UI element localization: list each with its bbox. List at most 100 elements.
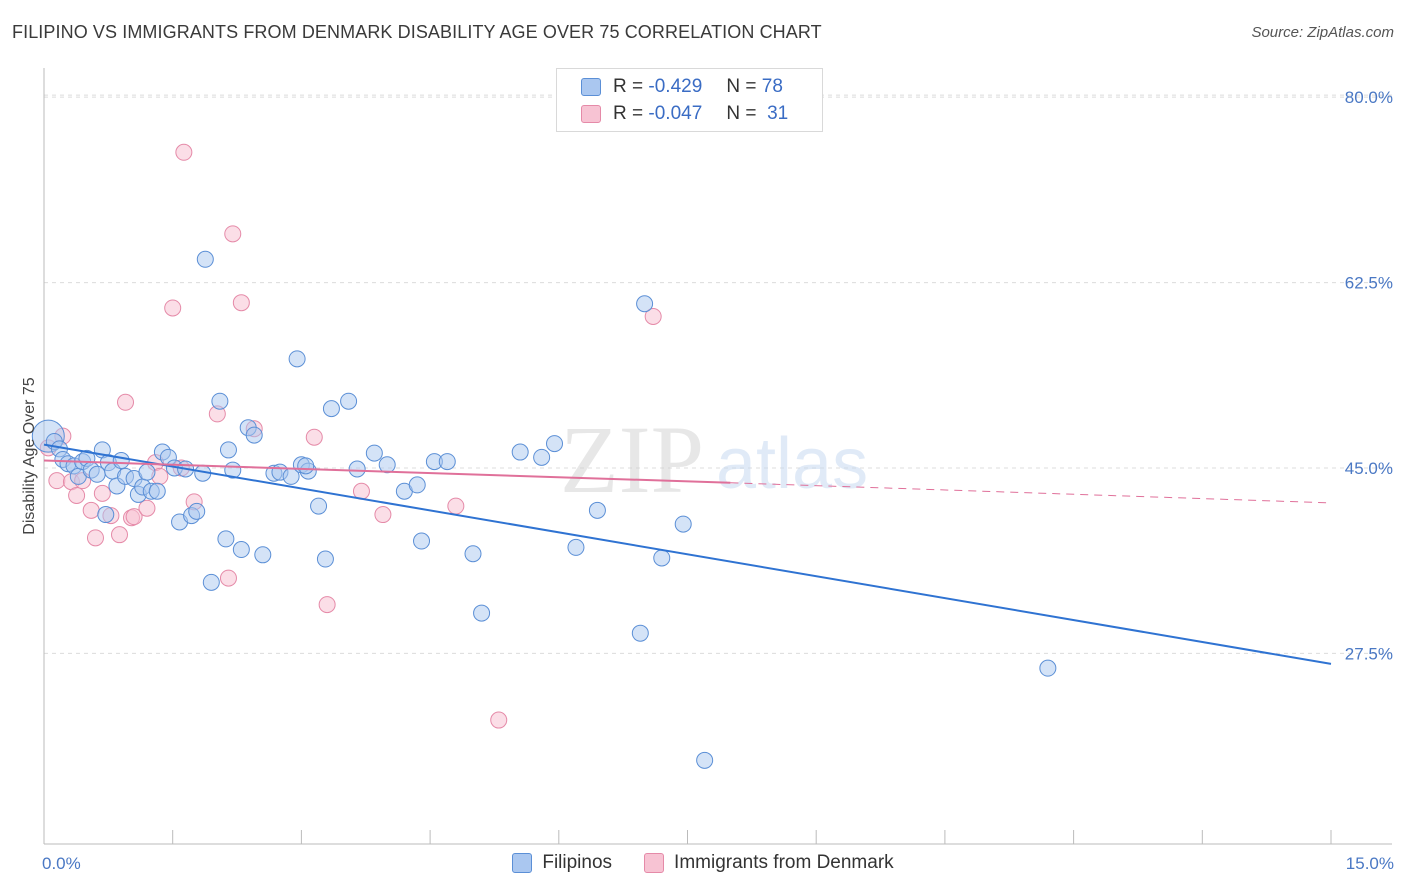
- r-value: -0.047: [648, 103, 703, 124]
- denmark-point: [318, 596, 336, 614]
- filipinos-point: [674, 515, 692, 533]
- filipinos-point: [211, 392, 229, 410]
- denmark-point: [117, 393, 135, 411]
- denmark-point: [82, 501, 100, 519]
- denmark-point: [305, 428, 323, 446]
- denmark-legend-swatch: [644, 853, 665, 873]
- filipinos-point: [316, 550, 334, 568]
- filipinos-point: [138, 463, 156, 481]
- denmark-point: [232, 294, 250, 312]
- denmark-point: [374, 506, 392, 524]
- filipinos-point: [631, 624, 649, 642]
- filipinos-point: [196, 250, 214, 268]
- filipinos-legend-swatch: [512, 853, 533, 873]
- legend-row-filipinos: R = -0.429 N = 78: [581, 75, 783, 99]
- filipinos-point: [322, 400, 340, 418]
- filipinos-swatch: [581, 78, 601, 96]
- denmark-point: [111, 526, 129, 544]
- y-tick-label: 45.0%: [1345, 459, 1393, 478]
- legend-item-denmark[interactable]: Immigrants from Denmark: [644, 852, 894, 874]
- denmark-trend-line: [43, 459, 731, 484]
- filipinos-point: [217, 530, 235, 548]
- filipinos-point: [297, 457, 315, 475]
- filipinos-point: [97, 506, 115, 524]
- grid-lines: [44, 94, 1392, 654]
- y-axis-label: Disability Age Over 75: [21, 377, 38, 535]
- r-value: -0.429: [648, 76, 703, 97]
- watermark-zip: ZIP: [560, 406, 704, 513]
- y-tick-labels: 80.0% 62.5% 45.0% 27.5%: [1345, 88, 1393, 663]
- x-tick-label-min: 0.0%: [42, 854, 81, 873]
- denmark-point: [644, 307, 662, 325]
- y-tick-label: 62.5%: [1345, 274, 1393, 293]
- filipinos-point: [232, 541, 250, 559]
- filipinos-point: [408, 476, 426, 494]
- filipinos-point: [188, 502, 206, 520]
- denmark-point: [447, 497, 465, 515]
- denmark-point: [93, 484, 111, 502]
- filipinos-point: [112, 452, 130, 470]
- filipinos-point: [413, 532, 431, 550]
- watermark: ZIP atlas: [560, 406, 868, 513]
- denmark-point: [490, 711, 508, 729]
- trend-lines: [43, 443, 1332, 665]
- denmark-point: [68, 486, 86, 504]
- filipinos-point: [653, 549, 671, 567]
- x-tick-labels: 0.0% 15.0%: [42, 854, 1394, 873]
- x-tick-label-max: 15.0%: [1346, 854, 1394, 873]
- filipinos-point: [464, 545, 482, 563]
- filipinos-point: [254, 546, 272, 564]
- filipinos-point: [696, 751, 714, 769]
- filipinos-point: [219, 441, 237, 459]
- filipinos-point: [438, 453, 456, 471]
- denmark-point: [219, 569, 237, 587]
- denmark-point: [164, 299, 182, 317]
- source-label: Source: ZipAtlas.com: [1251, 24, 1394, 41]
- filipinos-point: [1039, 659, 1057, 677]
- n-label: N =: [726, 103, 757, 124]
- filipinos-point: [288, 350, 306, 368]
- stats-legend: R = -0.429 N = 78 R = -0.047 N = 31: [556, 68, 823, 132]
- legend-row-denmark: R = -0.047 N = 31: [581, 102, 788, 126]
- filipinos-point: [533, 448, 551, 466]
- r-label: R =: [613, 76, 644, 97]
- filipinos-point: [636, 295, 654, 313]
- filipinos-point: [245, 426, 263, 444]
- axes: [43, 68, 1392, 845]
- filipinos-point: [511, 443, 529, 461]
- filipinos-point: [378, 456, 396, 474]
- n-label: N =: [726, 76, 757, 97]
- filipinos-point: [148, 482, 166, 500]
- filipinos-point: [310, 497, 328, 515]
- filipinos-point: [567, 538, 585, 556]
- y-tick-label: 80.0%: [1345, 88, 1393, 107]
- denmark-point: [175, 143, 193, 161]
- legend-item-filipinos[interactable]: Filipinos: [512, 852, 612, 874]
- filipinos-point: [348, 460, 366, 478]
- filipinos-point: [546, 435, 564, 453]
- y-tick-label: 27.5%: [1345, 644, 1393, 663]
- filipinos-point: [473, 604, 491, 622]
- denmark-swatch: [581, 105, 601, 123]
- denmark-point: [86, 529, 104, 547]
- denmark-point: [48, 472, 66, 490]
- filipinos-point: [365, 444, 383, 462]
- filipinos-point: [588, 501, 606, 519]
- n-value: 78: [761, 76, 783, 97]
- denmark-trend-extension: [730, 482, 1332, 504]
- denmark-point: [224, 225, 242, 243]
- n-value: 31: [767, 103, 789, 124]
- legend-label-denmark: Immigrants from Denmark: [674, 852, 894, 873]
- filipinos-points: [31, 250, 1057, 769]
- chart-title: FILIPINO VS IMMIGRANTS FROM DENMARK DISA…: [12, 22, 822, 42]
- filipinos-point: [202, 573, 220, 591]
- series-legend: Filipinos Immigrants from Denmark: [0, 852, 1406, 874]
- denmark-point: [138, 499, 156, 517]
- legend-label-filipinos: Filipinos: [542, 852, 613, 873]
- r-label: R =: [613, 103, 644, 124]
- denmark-point: [125, 508, 143, 526]
- filipinos-point: [340, 392, 358, 410]
- filipinos-trend-line: [43, 443, 1332, 665]
- watermark-atlas: atlas: [716, 424, 868, 504]
